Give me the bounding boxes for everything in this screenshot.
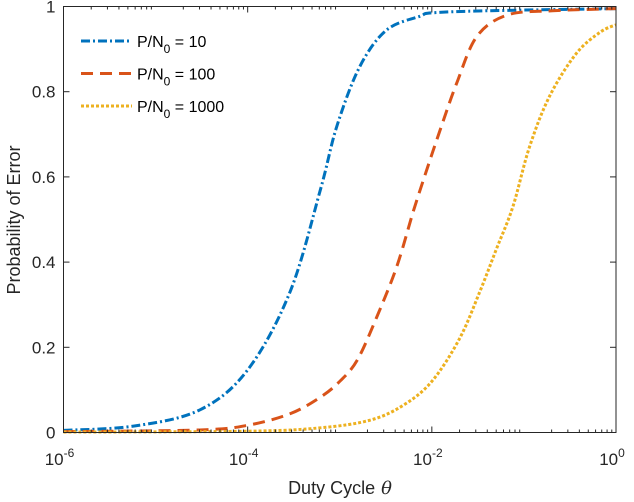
legend-label-rest: = 10: [170, 34, 206, 51]
y-tick-label-1: 0.2: [32, 338, 56, 357]
legend-label-rest: = 100: [170, 67, 215, 84]
axes-box: [63, 6, 617, 433]
legend-label-sub: 0: [164, 42, 171, 56]
x-tick-label-2: 10-2: [413, 446, 443, 469]
legend-label-0: P/N0 = 10: [137, 34, 206, 56]
x-tick-label-base: 10: [45, 450, 64, 469]
legend-label-rest: = 1000: [170, 99, 224, 116]
plot-area: [63, 6, 617, 434]
legend-label-main: P/N: [137, 34, 164, 51]
series-line-0: [63, 7, 617, 432]
legend-label-main: P/N: [137, 67, 164, 84]
y-tick-label-3: 0.6: [32, 168, 56, 187]
legend-label-1: P/N0 = 100: [137, 67, 215, 89]
plot-background: [63, 6, 616, 433]
legend-label-sub: 0: [164, 107, 171, 121]
y-axis-label: Probability of Error: [4, 145, 24, 294]
x-axis-label-symbol: θ: [381, 478, 392, 499]
x-tick-label-0: 10-6: [45, 446, 75, 469]
legend-label-2: P/N0 = 1000: [137, 99, 224, 121]
y-tick-label-2: 0.4: [32, 253, 56, 272]
legend-label-main: P/N: [137, 99, 164, 116]
x-tick-label-exponent: -4: [248, 446, 259, 460]
x-tick-label-exponent: 0: [618, 446, 625, 460]
y-tick-label-0: 0: [46, 424, 55, 443]
legend-label-sub: 0: [164, 75, 171, 89]
x-tick-label-base: 10: [413, 450, 432, 469]
series-line-1: [63, 7, 617, 434]
x-tick-label-base: 10: [229, 450, 248, 469]
x-tick-label-base: 10: [599, 450, 618, 469]
x-tick-label-exponent: -6: [64, 446, 75, 460]
y-tick-label-4: 0.8: [32, 83, 56, 102]
series-line-2: [63, 23, 617, 434]
x-axis-label-text: Duty Cycle: [288, 478, 375, 498]
x-tick-label-3: 100: [599, 446, 625, 469]
x-tick-label-exponent: -2: [432, 446, 443, 460]
y-tick-label-5: 1: [46, 0, 55, 17]
x-tick-label-1: 10-4: [229, 446, 259, 469]
x-axis-label: Duty Cycle θ: [288, 478, 392, 499]
